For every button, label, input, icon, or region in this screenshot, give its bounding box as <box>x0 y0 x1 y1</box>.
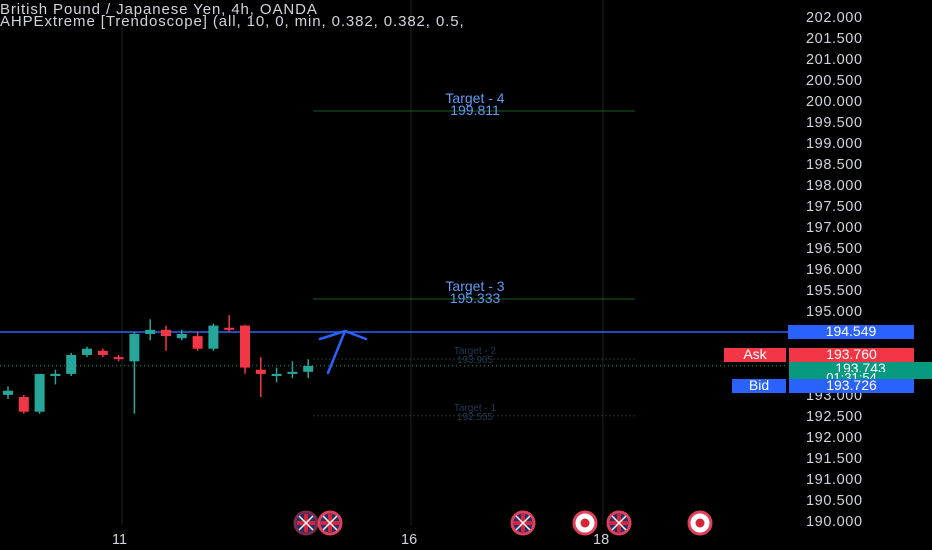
candle-body <box>255 369 266 374</box>
ask-label: Ask <box>724 347 786 362</box>
candle[interactable] <box>66 352 77 376</box>
japan-flag-icon[interactable] <box>572 510 598 536</box>
candle-body <box>287 371 298 374</box>
candle[interactable] <box>224 315 235 332</box>
candle[interactable] <box>113 355 124 362</box>
candle[interactable] <box>18 394 29 414</box>
candle-body <box>3 390 13 395</box>
price-tick-label: 199.000 <box>806 136 863 152</box>
price-tick-label: 202.000 <box>806 10 863 26</box>
target-value: 193.905 <box>456 354 494 366</box>
uk-flag-icon[interactable] <box>293 510 319 536</box>
target-label: Target - 3 195.333 <box>405 278 545 306</box>
time-tick-label: 16 <box>401 532 418 548</box>
candle-body <box>208 325 219 349</box>
price-tick-label: 201.500 <box>806 31 863 47</box>
price-tick-label: 201.000 <box>806 52 863 68</box>
candle-body <box>303 365 314 372</box>
bid-label: Bid <box>732 378 786 393</box>
arrow-stroke <box>343 329 368 341</box>
candle[interactable] <box>129 331 140 414</box>
price-tick-label: 196.000 <box>806 262 863 278</box>
target-name: Target - 2 <box>453 345 497 357</box>
price-tick-label: 195.500 <box>806 283 863 299</box>
price-tick-label: 190.000 <box>806 514 863 530</box>
japan-flag-icon[interactable] <box>687 510 713 536</box>
candle-body <box>34 373 45 412</box>
candle[interactable] <box>82 346 92 358</box>
candle[interactable] <box>97 348 108 358</box>
target-label: Target - 1 192.555 <box>405 402 545 423</box>
candle[interactable] <box>287 361 298 379</box>
projection-arrow <box>318 329 368 375</box>
candle[interactable] <box>271 367 282 383</box>
candle[interactable] <box>50 369 61 385</box>
price-tick-label: 200.000 <box>806 94 863 110</box>
price-tick-label: 191.000 <box>806 472 863 488</box>
price-tick-label: 192.000 <box>806 430 863 446</box>
candle-body <box>271 373 282 376</box>
target-value: 199.811 <box>450 101 500 118</box>
target-name: Target - 1 <box>453 402 497 414</box>
candle-body <box>113 357 124 360</box>
current-price-tag: 194.549 <box>788 324 914 339</box>
candle-body <box>161 329 171 337</box>
uk-flag-icon[interactable] <box>317 510 343 536</box>
price-tick-label: 192.500 <box>806 409 863 425</box>
candle-body <box>66 355 77 374</box>
target-name: Target - 4 <box>445 89 505 106</box>
ask-price-tag: 193.760 <box>789 347 914 362</box>
time-tick-label: 11 <box>112 532 128 548</box>
uk-flag-icon[interactable] <box>510 510 536 536</box>
arrow-stroke <box>326 329 347 375</box>
time-tick-label: 18 <box>593 532 610 548</box>
price-tick-label: 191.500 <box>806 451 863 467</box>
price-tick-label: 200.500 <box>806 73 863 89</box>
uk-flag-icon[interactable] <box>606 510 632 536</box>
target-label: Target - 4 199.811 <box>405 89 545 118</box>
candle[interactable] <box>240 324 250 374</box>
candle[interactable] <box>176 329 187 341</box>
chart-title: British Pound / Japanese Yen, 4h, OANDA <box>0 1 318 18</box>
candle-body <box>82 348 92 355</box>
candle-body <box>50 373 61 376</box>
price-tick-label: 190.500 <box>806 493 863 509</box>
bid-price-tag: 193.726 <box>789 378 914 393</box>
target-value: 192.555 <box>456 411 494 423</box>
candle-body <box>240 325 250 368</box>
target-label: Target - 2 193.905 <box>405 345 545 366</box>
arrow-stroke <box>318 329 347 341</box>
price-tick-label: 196.500 <box>806 241 863 257</box>
candle[interactable] <box>192 331 203 351</box>
candle[interactable] <box>303 359 314 379</box>
candle[interactable] <box>34 373 45 414</box>
price-tick-label: 198.000 <box>806 178 863 194</box>
candle-body <box>145 329 156 334</box>
candle[interactable] <box>208 323 219 351</box>
price-tick-label: 199.500 <box>806 115 863 131</box>
indicator-label[interactable]: AHPExtreme [Trendoscope] (all, 10, 0, mi… <box>0 13 465 30</box>
candle-body <box>129 334 140 362</box>
candle-body <box>224 327 235 330</box>
candle[interactable] <box>161 325 171 351</box>
price-tick-label: 197.500 <box>806 199 863 215</box>
target-name: Target - 3 <box>445 278 505 294</box>
price-tick-label: 195.000 <box>806 304 863 320</box>
candle-body <box>176 334 187 339</box>
price-tick-label: 198.500 <box>806 157 863 173</box>
candle-body <box>97 350 108 355</box>
target-value: 195.333 <box>449 290 501 306</box>
price-tick-label: 197.000 <box>806 220 863 236</box>
candle[interactable] <box>145 319 156 341</box>
candle-body <box>18 397 29 412</box>
candle-body <box>192 336 203 349</box>
candle[interactable] <box>255 357 266 397</box>
candle[interactable] <box>3 386 13 400</box>
